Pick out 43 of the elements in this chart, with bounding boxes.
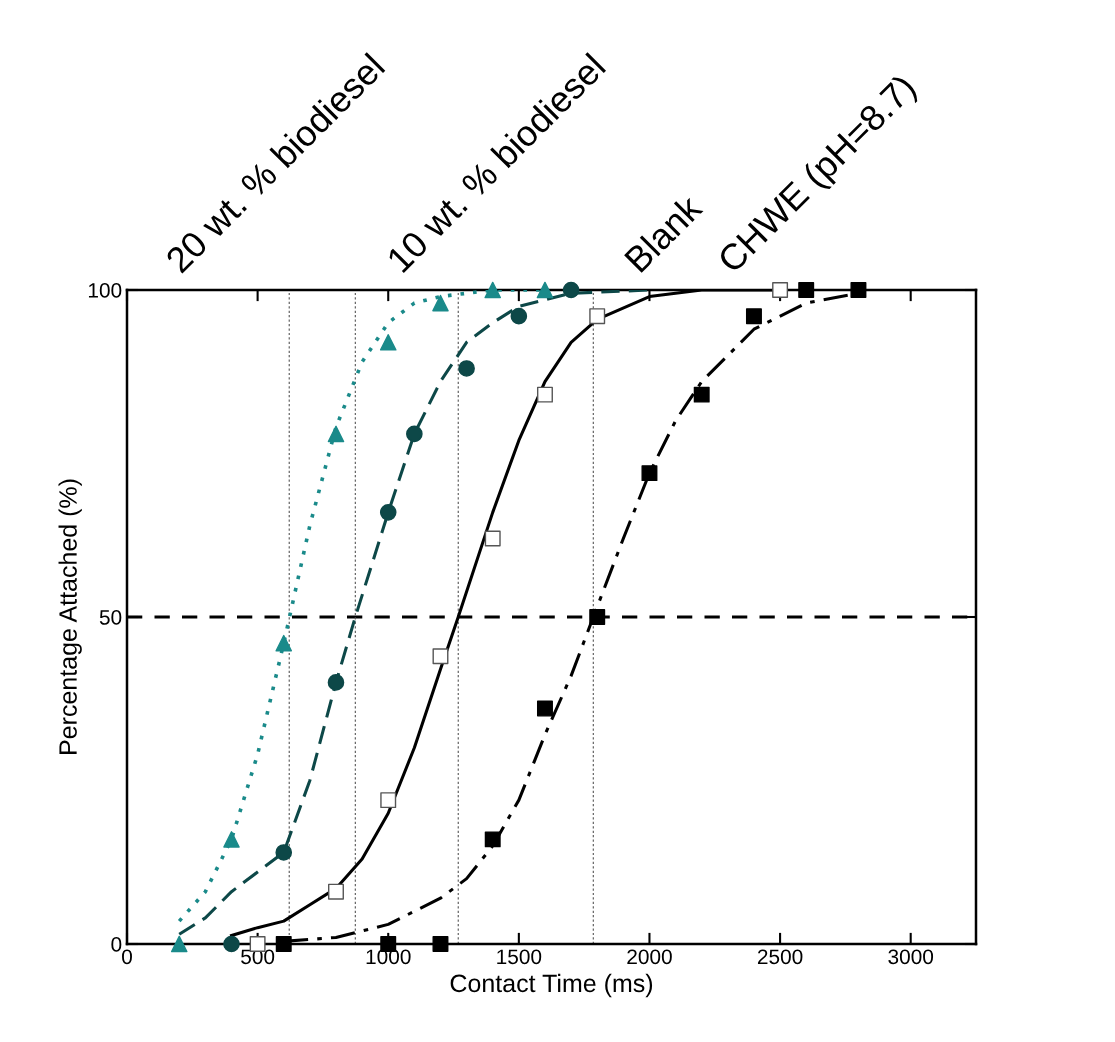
point	[693, 386, 710, 403]
point	[379, 504, 397, 521]
point	[484, 831, 501, 848]
y-tick-label: 100	[88, 283, 122, 298]
point	[850, 282, 867, 298]
y-tick-label: 50	[99, 610, 122, 625]
point	[223, 831, 240, 848]
point	[484, 281, 502, 299]
point	[432, 294, 449, 312]
point	[379, 334, 397, 351]
point	[170, 935, 188, 953]
point	[772, 282, 789, 298]
x-tick-label: 3000	[888, 949, 934, 965]
point	[275, 936, 292, 952]
point	[275, 844, 293, 861]
point	[745, 308, 762, 325]
point	[484, 530, 501, 547]
point	[641, 465, 658, 482]
point	[536, 700, 553, 717]
point	[589, 308, 606, 325]
point	[536, 386, 553, 403]
y-axis-title: Percentage Attached (%)	[58, 479, 82, 754]
point	[562, 281, 580, 299]
x-tick-label: 1500	[497, 949, 542, 965]
point	[432, 648, 449, 665]
point	[328, 883, 344, 900]
point	[589, 609, 606, 625]
point	[536, 281, 554, 299]
point	[510, 307, 528, 325]
point	[406, 425, 423, 443]
point	[458, 360, 475, 377]
x-tick-label: 0	[122, 949, 132, 965]
point	[275, 634, 293, 652]
point	[798, 282, 815, 298]
x-axis-title: Contact Time (ms)	[450, 973, 653, 998]
point	[432, 936, 449, 952]
point	[327, 674, 345, 691]
point	[223, 935, 240, 953]
y-tick-label: 0	[111, 937, 122, 952]
x-tick-label: 2500	[757, 949, 803, 965]
x-tick-label: 2000	[627, 949, 672, 965]
point	[380, 792, 397, 809]
point	[327, 425, 345, 443]
